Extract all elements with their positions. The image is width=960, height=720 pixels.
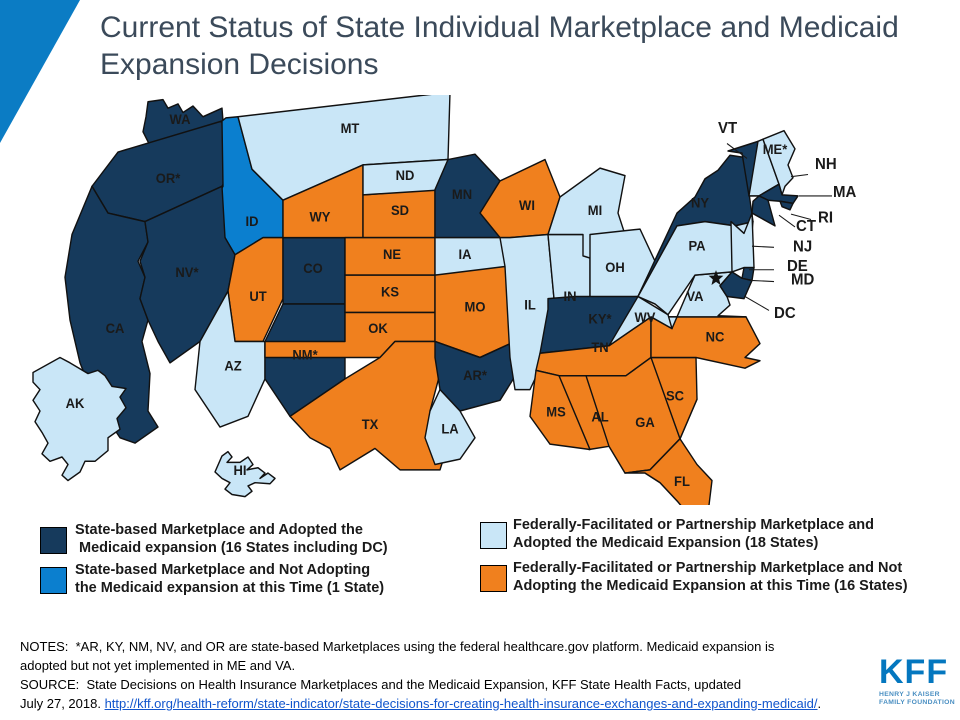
- svg-text:CT: CT: [796, 218, 816, 236]
- svg-text:AZ: AZ: [224, 358, 241, 373]
- svg-text:AR*: AR*: [463, 368, 488, 383]
- svg-text:LA: LA: [441, 421, 459, 436]
- svg-text:FL: FL: [674, 474, 690, 489]
- svg-text:OK: OK: [368, 320, 388, 335]
- svg-text:WY: WY: [310, 209, 331, 224]
- svg-text:NJ: NJ: [793, 238, 812, 256]
- svg-text:OR*: OR*: [156, 171, 181, 186]
- svg-text:HI: HI: [233, 463, 246, 478]
- svg-text:SD: SD: [391, 203, 409, 218]
- svg-text:ID: ID: [245, 213, 258, 228]
- svg-text:KY*: KY*: [588, 311, 612, 326]
- svg-text:DC: DC: [774, 304, 796, 322]
- svg-text:MN: MN: [452, 187, 472, 202]
- svg-text:NC: NC: [706, 329, 725, 344]
- svg-text:WV: WV: [635, 310, 656, 325]
- svg-text:AK: AK: [66, 395, 85, 410]
- svg-text:NH: NH: [815, 156, 837, 174]
- svg-text:MI: MI: [588, 203, 602, 218]
- svg-text:IA: IA: [458, 247, 471, 262]
- svg-text:IL: IL: [524, 297, 536, 312]
- svg-text:MT: MT: [341, 120, 361, 135]
- svg-text:UT: UT: [249, 288, 267, 303]
- svg-text:KS: KS: [381, 284, 399, 299]
- svg-text:RI: RI: [818, 209, 833, 227]
- svg-text:WA: WA: [170, 112, 191, 127]
- svg-text:OH: OH: [605, 260, 624, 275]
- svg-text:TX: TX: [362, 417, 379, 432]
- svg-text:AL: AL: [591, 409, 608, 424]
- svg-text:VA: VA: [686, 288, 703, 303]
- svg-text:ND: ND: [396, 167, 415, 182]
- svg-text:NV*: NV*: [175, 265, 199, 280]
- svg-text:WI: WI: [519, 197, 535, 212]
- svg-text:NY: NY: [691, 195, 709, 210]
- svg-text:MO: MO: [465, 299, 486, 314]
- svg-text:NE: NE: [383, 247, 401, 262]
- svg-text:NM*: NM*: [292, 347, 318, 362]
- svg-text:IN: IN: [563, 288, 576, 303]
- svg-text:VT: VT: [718, 119, 738, 137]
- svg-text:GA: GA: [635, 415, 655, 430]
- svg-text:MS: MS: [546, 404, 566, 419]
- svg-text:MA: MA: [833, 184, 856, 202]
- svg-text:SC: SC: [666, 388, 684, 403]
- svg-text:PA: PA: [688, 238, 705, 253]
- svg-text:CO: CO: [303, 261, 322, 276]
- svg-text:CA: CA: [106, 320, 125, 335]
- svg-text:MD: MD: [791, 271, 814, 289]
- svg-text:TN: TN: [591, 340, 608, 355]
- svg-text:ME*: ME*: [763, 142, 788, 157]
